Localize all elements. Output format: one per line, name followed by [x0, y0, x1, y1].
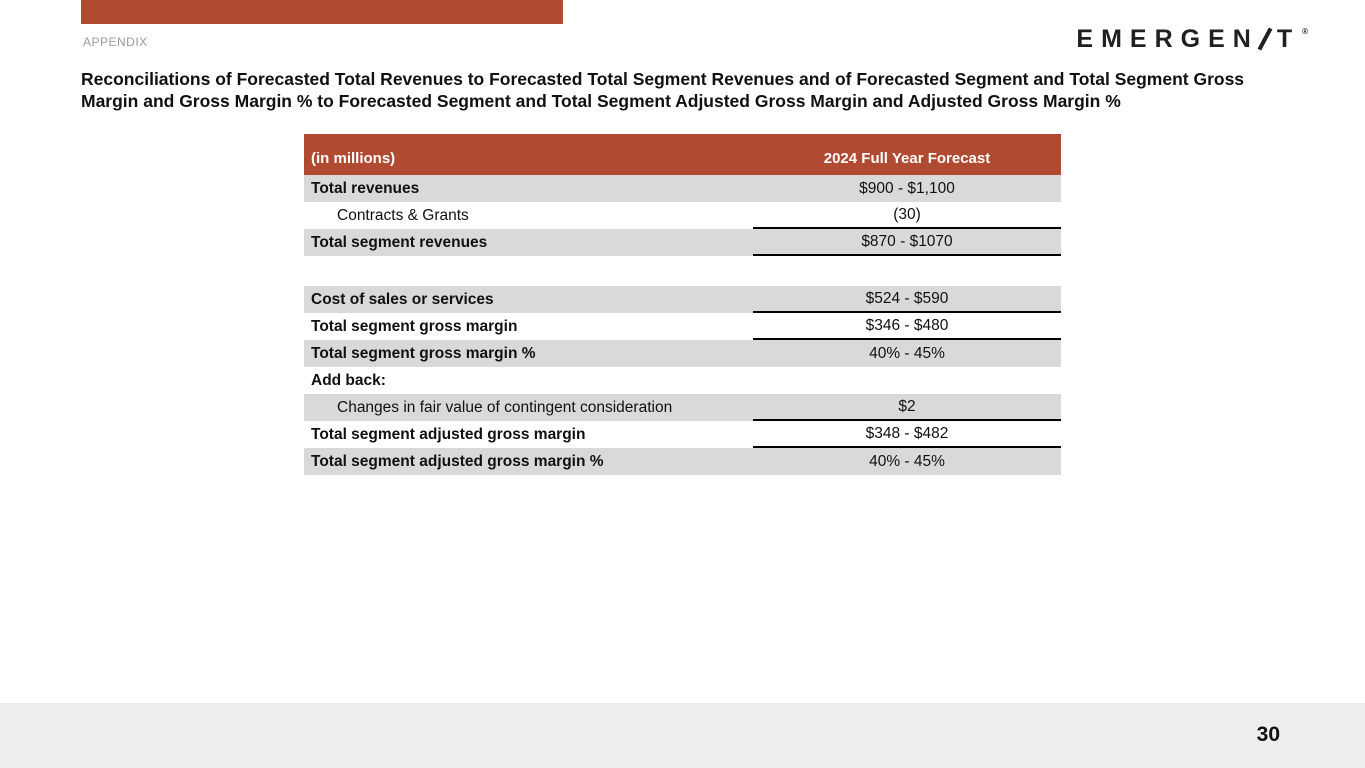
table-row: Total segment revenues $870 - $1070 [304, 229, 1061, 256]
row-value: $524 - $590 [753, 286, 1061, 313]
page-number: 30 [1256, 723, 1280, 746]
row-label: Changes in fair value of contingent cons… [337, 398, 673, 416]
row-value: (30) [753, 202, 1061, 229]
logo-trademark: ® [1302, 27, 1308, 36]
emergent-logo: EMERGEN T ® [1076, 27, 1308, 52]
row-value: $2 [753, 394, 1061, 421]
row-label: Total segment adjusted gross margin % [311, 452, 604, 470]
table-row: Total segment gross margin % 40% - 45% [304, 340, 1061, 367]
row-label: Add back: [311, 371, 386, 389]
appendix-label: APPENDIX [83, 35, 148, 49]
header-value: 2024 Full Year Forecast [823, 150, 991, 167]
reconciliation-table-body: Total revenues $900 - $1,100 Contracts & G… [304, 175, 1061, 475]
slide-title: Reconciliations of Forecasted Total Reve… [81, 69, 1245, 111]
row-value: $348 - $482 [753, 421, 1061, 448]
logo-text-right: T [1276, 25, 1301, 53]
table-row: Cost of sales or services $524 - $590 [304, 286, 1061, 313]
row-value: $900 - $1,100 [859, 179, 955, 197]
top-accent-bar [81, 0, 563, 24]
row-label: Total segment gross margin [311, 317, 518, 335]
reconciliation-table: (in millions) 2024 Full Year Forecast To… [304, 134, 1061, 475]
table-row: Total segment adjusted gross margin % 40%… [304, 448, 1061, 475]
row-label: Total segment gross margin % [311, 344, 536, 362]
logo-text-left: EMERGEN [1076, 25, 1259, 53]
row-value: $346 - $480 [753, 313, 1061, 340]
row-label: Cost of sales or services [311, 290, 494, 308]
footer-band: 30 [0, 703, 1365, 768]
table-row: Changes in fair value of contingent cons… [304, 394, 1061, 421]
table-row: Total segment adjusted gross margin $348 … [304, 421, 1061, 448]
row-value: 40% - 45% [869, 452, 945, 470]
table-spacer-row [304, 256, 1061, 286]
row-label: Total segment revenues [311, 233, 488, 251]
row-value [753, 367, 1061, 394]
row-label: Total segment adjusted gross margin [311, 425, 586, 443]
table-row: Total revenues $900 - $1,100 [304, 175, 1061, 202]
row-label: Total revenues [311, 179, 420, 197]
table-row: Contracts & Grants (30) [304, 202, 1061, 229]
row-value: $870 - $1070 [753, 229, 1061, 256]
row-label: Contracts & Grants [337, 206, 469, 224]
table-header-row: (in millions) 2024 Full Year Forecast [304, 134, 1061, 175]
logo-slash-icon [1259, 27, 1271, 49]
table-row: Total segment gross margin $346 - $480 [304, 313, 1061, 340]
row-value: 40% - 45% [869, 344, 945, 362]
table-row: Add back: [304, 367, 1061, 394]
header-label: (in millions) [311, 150, 396, 167]
